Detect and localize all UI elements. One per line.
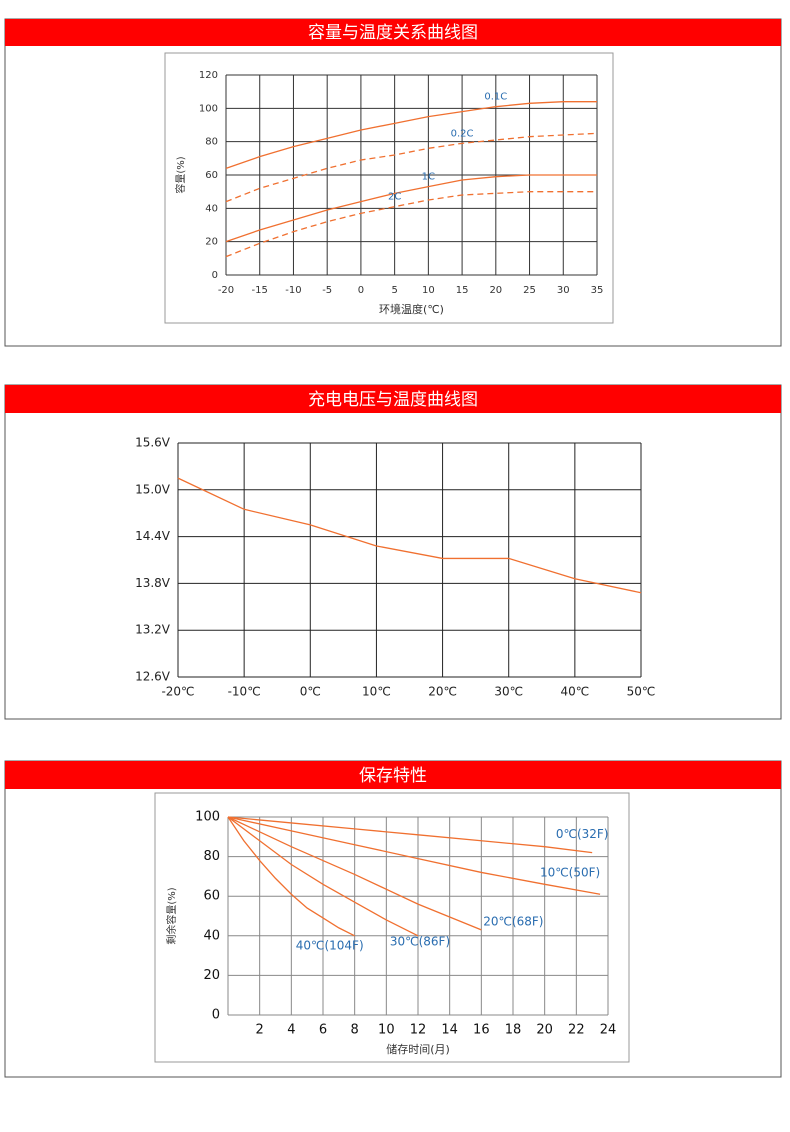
y-tick-label: 0 [212, 1008, 220, 1023]
section-title: 充电电压与温度曲线图 [308, 390, 478, 410]
x-tick-label: 0 [358, 285, 364, 296]
x-tick-label: 30 [557, 285, 570, 296]
x-tick-label: -20 [218, 285, 234, 296]
x-tick-label: 14 [441, 1023, 458, 1038]
x-axis-label: 储存时间(月) [386, 1042, 450, 1056]
x-tick-label: 8 [351, 1023, 359, 1038]
y-tick-label: 80 [203, 849, 220, 864]
series-line [227, 816, 355, 937]
section-title: 保存特性 [359, 766, 427, 786]
section-box [4, 18, 782, 347]
x-axis-label: 环境温度(℃) [379, 302, 444, 316]
y-tick-label: 60 [203, 889, 220, 904]
series-label: 20℃(68F) [483, 914, 543, 928]
x-tick-label: 0℃ [300, 685, 321, 699]
x-tick-label: 4 [287, 1023, 295, 1038]
x-tick-label: 20℃ [428, 685, 457, 699]
x-tick-label: 50℃ [627, 685, 656, 699]
y-axis-label: 容量(%) [174, 156, 187, 193]
x-tick-label: 22 [568, 1023, 585, 1038]
x-tick-label: 20 [536, 1023, 553, 1038]
series-line [225, 101, 597, 169]
y-tick-label: 13.8V [135, 576, 171, 590]
series-label: 0℃(32F) [556, 827, 609, 841]
series-label: 40℃(104F) [296, 938, 364, 952]
series-line [225, 191, 597, 258]
x-tick-label: 18 [505, 1023, 522, 1038]
y-tick-label: 14.4V [135, 529, 171, 543]
x-tick-label: -10℃ [228, 685, 261, 699]
x-tick-label: 5 [391, 285, 397, 296]
y-tick-label: 13.2V [135, 623, 171, 637]
y-tick-label: 15.0V [135, 482, 171, 496]
x-tick-label: 10 [422, 285, 435, 296]
series-label: 0.2C [451, 128, 474, 139]
section-header [5, 385, 781, 413]
y-tick-label: 80 [205, 137, 218, 148]
x-tick-label: 40℃ [560, 685, 589, 699]
series-line [227, 816, 601, 895]
y-tick-label: 120 [199, 70, 218, 81]
series-label: 1C [422, 172, 435, 183]
section-title: 容量与温度关系曲线图 [308, 23, 478, 43]
x-tick-label: 2 [256, 1023, 264, 1038]
x-tick-label: -20℃ [161, 685, 194, 699]
x-tick-label: 24 [600, 1023, 617, 1038]
y-tick-label: 12.6V [135, 670, 171, 684]
y-tick-label: 40 [205, 203, 218, 214]
x-tick-label: 10℃ [362, 685, 391, 699]
series-line [227, 816, 419, 937]
x-tick-label: 6 [319, 1023, 327, 1038]
x-tick-label: 10 [378, 1023, 395, 1038]
section-box [4, 384, 782, 720]
x-tick-label: 20 [489, 285, 502, 296]
y-tick-label: 100 [199, 103, 218, 114]
section-header [5, 19, 781, 46]
series-label: 30℃(86F) [390, 934, 450, 948]
x-tick-label: 30℃ [494, 685, 523, 699]
y-tick-label: 15.6V [135, 436, 171, 450]
chart-frame [164, 52, 614, 324]
series-line [225, 174, 597, 243]
y-axis-label: 剩余容量(%) [165, 887, 178, 944]
series-label: 10℃(50F) [540, 866, 600, 880]
series-label: 2C [388, 192, 401, 203]
y-tick-label: 40 [203, 928, 220, 943]
x-tick-label: -10 [285, 285, 301, 296]
series-line [225, 132, 598, 203]
y-tick-label: 60 [205, 170, 218, 181]
x-tick-label: 16 [473, 1023, 490, 1038]
x-tick-label: 25 [523, 285, 536, 296]
series-line [227, 816, 593, 854]
x-tick-label: 12 [410, 1023, 427, 1038]
x-tick-label: 15 [456, 285, 469, 296]
series-line [227, 816, 482, 931]
x-tick-label: 35 [591, 285, 604, 296]
series-line [177, 477, 642, 594]
y-tick-label: 0 [212, 270, 218, 281]
y-tick-label: 20 [205, 237, 218, 248]
x-tick-label: -15 [252, 285, 268, 296]
y-tick-label: 20 [203, 968, 220, 983]
section-header [5, 761, 781, 789]
y-tick-label: 100 [195, 810, 220, 825]
series-label: 0.1C [484, 92, 507, 103]
chart-frame [154, 792, 630, 1063]
x-tick-label: -5 [322, 285, 332, 296]
